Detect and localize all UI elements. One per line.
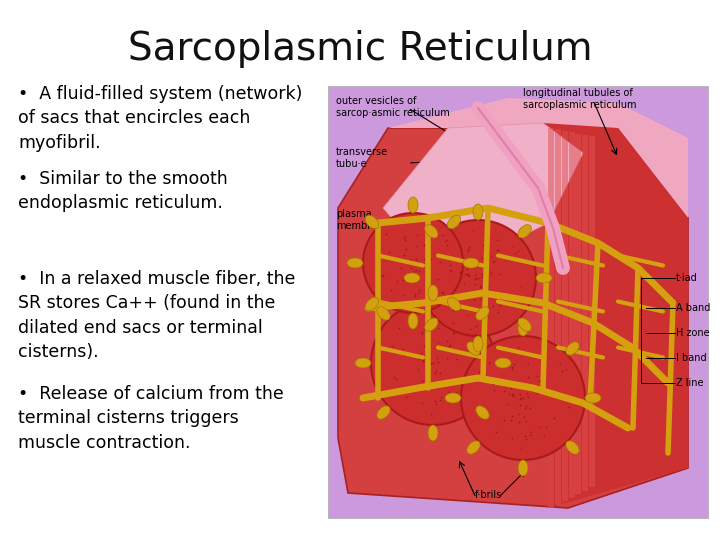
- Ellipse shape: [425, 225, 438, 238]
- Text: A band: A band: [676, 303, 711, 313]
- Text: longitudinal tubules of
sarcoplasmic reticulum: longitudinal tubules of sarcoplasmic ret…: [523, 88, 636, 110]
- Ellipse shape: [566, 441, 579, 454]
- Polygon shape: [388, 98, 688, 218]
- Polygon shape: [548, 128, 554, 508]
- Ellipse shape: [347, 258, 363, 268]
- Polygon shape: [555, 130, 561, 504]
- Ellipse shape: [476, 406, 489, 419]
- Text: outer vesicles of
sarcop·asmic reticulum: outer vesicles of sarcop·asmic reticulum: [336, 96, 450, 118]
- Text: f·brils: f·brils: [474, 490, 502, 500]
- Text: Z line: Z line: [676, 378, 703, 388]
- Polygon shape: [562, 131, 568, 501]
- Ellipse shape: [495, 358, 511, 368]
- Ellipse shape: [365, 298, 379, 310]
- Polygon shape: [383, 123, 583, 253]
- Ellipse shape: [447, 215, 461, 228]
- Text: •  Release of calcium from the
terminal cisterns triggers
muscle contraction.: • Release of calcium from the terminal c…: [18, 385, 284, 451]
- Polygon shape: [589, 137, 595, 487]
- Ellipse shape: [377, 406, 390, 419]
- Ellipse shape: [408, 313, 418, 329]
- Text: •  Similar to the smooth
endoplasmic reticulum.: • Similar to the smooth endoplasmic reti…: [18, 170, 228, 212]
- Ellipse shape: [566, 342, 579, 355]
- Text: t·iad: t·iad: [676, 273, 698, 283]
- Polygon shape: [543, 123, 688, 508]
- Polygon shape: [575, 133, 582, 494]
- Circle shape: [420, 220, 536, 336]
- Ellipse shape: [518, 318, 531, 332]
- Text: •  In a relaxed muscle fiber, the
SR stores Ca++ (found in the
dilated end sacs : • In a relaxed muscle fiber, the SR stor…: [18, 270, 295, 361]
- Ellipse shape: [585, 393, 601, 403]
- Ellipse shape: [463, 258, 479, 268]
- Circle shape: [371, 301, 495, 425]
- Ellipse shape: [518, 320, 528, 336]
- Ellipse shape: [473, 336, 483, 352]
- Ellipse shape: [425, 318, 438, 332]
- Ellipse shape: [365, 215, 379, 228]
- Ellipse shape: [473, 204, 483, 220]
- Polygon shape: [582, 135, 588, 490]
- Text: plasma
membrane: plasma membrane: [336, 209, 390, 231]
- Ellipse shape: [536, 273, 552, 283]
- Polygon shape: [338, 128, 688, 508]
- Ellipse shape: [518, 460, 528, 476]
- Ellipse shape: [467, 441, 480, 454]
- Ellipse shape: [408, 197, 418, 213]
- Text: transverse
tubu·e: transverse tubu·e: [336, 147, 388, 169]
- Text: •  A fluid-filled system (network)
of sacs that encircles each
myofibril.: • A fluid-filled system (network) of sac…: [18, 85, 302, 152]
- Ellipse shape: [476, 307, 489, 320]
- Ellipse shape: [404, 273, 420, 283]
- Ellipse shape: [447, 298, 461, 310]
- Polygon shape: [328, 86, 708, 518]
- Text: I band: I band: [676, 353, 706, 363]
- Ellipse shape: [355, 358, 371, 368]
- Ellipse shape: [377, 307, 390, 320]
- Ellipse shape: [518, 225, 531, 238]
- Ellipse shape: [428, 285, 438, 301]
- Polygon shape: [569, 132, 575, 497]
- Circle shape: [363, 213, 463, 313]
- Ellipse shape: [445, 393, 461, 403]
- Ellipse shape: [428, 425, 438, 441]
- Text: Sarcoplasmic Reticulum: Sarcoplasmic Reticulum: [127, 30, 593, 68]
- Ellipse shape: [467, 342, 480, 355]
- Text: H zone: H zone: [676, 328, 710, 338]
- Circle shape: [461, 336, 585, 460]
